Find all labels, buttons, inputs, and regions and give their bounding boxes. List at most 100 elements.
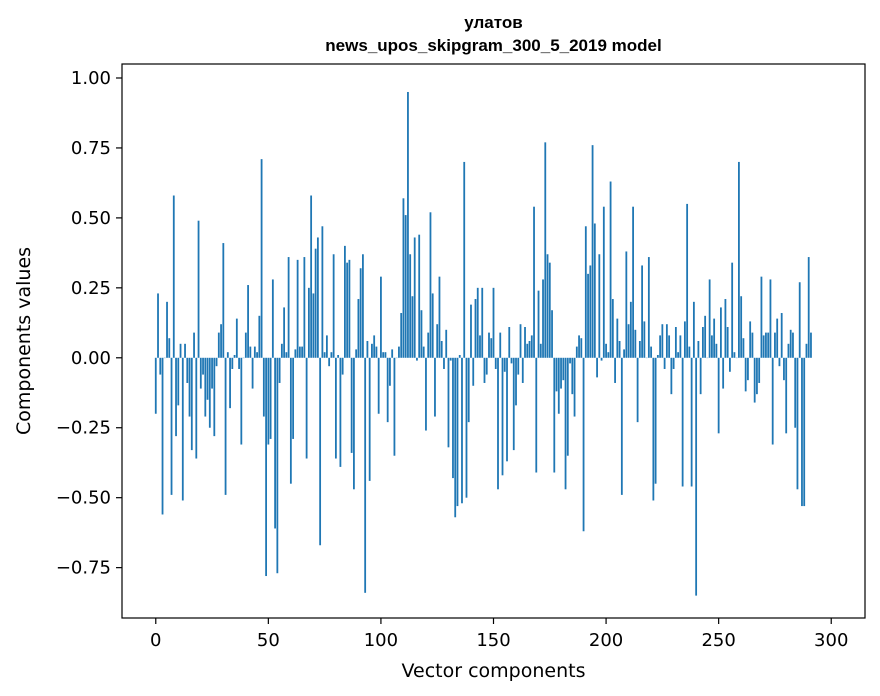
bar-204 xyxy=(614,357,616,383)
bar-227 xyxy=(665,324,668,358)
bar-272 xyxy=(767,332,770,358)
bar-21 xyxy=(202,357,204,375)
bar-224 xyxy=(659,335,662,358)
bar-205 xyxy=(616,318,619,358)
bar-8 xyxy=(172,195,175,358)
bar-68 xyxy=(307,287,310,358)
bar-287 xyxy=(801,357,803,507)
bar-57 xyxy=(283,307,286,358)
bar-202 xyxy=(609,181,612,358)
bar-7 xyxy=(170,357,173,495)
bar-142 xyxy=(474,299,477,358)
bar-72 xyxy=(316,237,319,358)
bar-132 xyxy=(452,357,454,479)
bar-25 xyxy=(211,357,213,389)
bar-42 xyxy=(249,346,252,358)
bar-275 xyxy=(774,332,776,358)
bar-149 xyxy=(490,338,493,358)
bar-51 xyxy=(269,357,272,439)
bar-263 xyxy=(747,357,749,381)
bar-73 xyxy=(319,357,322,546)
bar-270 xyxy=(762,335,765,358)
bar-60 xyxy=(289,357,292,484)
bar-31 xyxy=(224,357,227,495)
bar-54 xyxy=(276,357,279,574)
bar-102 xyxy=(384,352,387,358)
bar-260 xyxy=(740,296,743,358)
bars-group xyxy=(154,91,812,596)
bar-130 xyxy=(447,357,450,448)
bar-20 xyxy=(199,357,202,389)
bar-178 xyxy=(555,357,558,392)
bar-108 xyxy=(398,346,400,358)
bar-235 xyxy=(683,321,686,358)
bar-100 xyxy=(380,276,382,358)
bar-48 xyxy=(262,357,265,417)
bar-110 xyxy=(402,198,405,358)
bar-86 xyxy=(348,259,351,358)
bar-217 xyxy=(643,321,646,358)
x-ticks: 0 50 100 150 200 250 300 xyxy=(150,618,848,651)
bar-38 xyxy=(240,357,243,445)
y-tick-label: 1.00 xyxy=(71,68,111,89)
y-tick-label: −0.50 xyxy=(56,488,111,509)
bar-46 xyxy=(258,315,261,358)
bar-230 xyxy=(672,357,675,369)
bar-37 xyxy=(238,357,240,369)
bar-66 xyxy=(303,257,306,358)
bar-168 xyxy=(533,206,535,358)
bar-241 xyxy=(697,341,700,358)
bar-290 xyxy=(807,257,810,358)
bar-233 xyxy=(679,335,682,358)
bar-244 xyxy=(704,315,707,358)
bar-63 xyxy=(296,259,299,358)
bar-111 xyxy=(404,215,407,358)
bar-77 xyxy=(328,357,331,367)
bar-173 xyxy=(544,142,547,358)
bar-1 xyxy=(157,293,159,358)
bar-83 xyxy=(341,357,344,375)
x-tick-label: 150 xyxy=(476,630,510,651)
bar-91 xyxy=(359,268,362,358)
bar-2 xyxy=(159,357,162,375)
bar-49 xyxy=(265,357,267,577)
bar-65 xyxy=(301,346,304,358)
bar-104 xyxy=(389,357,391,386)
bar-27 xyxy=(215,357,218,367)
bar-172 xyxy=(542,279,544,358)
bar-151 xyxy=(494,357,497,369)
bar-113 xyxy=(409,254,412,358)
bar-69 xyxy=(310,195,313,358)
bar-247 xyxy=(711,335,713,358)
bar-276 xyxy=(776,318,779,358)
bar-160 xyxy=(515,357,517,406)
bar-201 xyxy=(607,352,610,358)
bar-167 xyxy=(530,335,533,358)
bar-106 xyxy=(393,357,396,456)
bar-255 xyxy=(729,357,731,372)
bar-252 xyxy=(722,357,725,389)
bar-13 xyxy=(184,343,186,358)
bar-80 xyxy=(334,357,337,459)
bar-279 xyxy=(783,357,785,381)
bar-268 xyxy=(758,357,761,383)
bar-177 xyxy=(553,357,556,473)
bar-243 xyxy=(701,327,704,358)
bar-55 xyxy=(278,357,281,383)
bar-58 xyxy=(285,352,288,358)
bar-229 xyxy=(670,357,673,395)
bar-259 xyxy=(738,161,740,358)
bar-125 xyxy=(436,324,439,358)
bar-257 xyxy=(733,352,736,358)
bar-95 xyxy=(368,357,371,481)
bar-119 xyxy=(422,346,425,358)
bar-131 xyxy=(449,357,452,361)
bar-50 xyxy=(267,357,270,445)
bar-141 xyxy=(472,357,475,386)
bar-248 xyxy=(713,318,716,358)
bar-198 xyxy=(600,357,603,361)
bar-45 xyxy=(256,352,258,358)
bar-71 xyxy=(314,248,317,358)
bar-192 xyxy=(587,273,589,358)
bar-237 xyxy=(688,346,691,358)
